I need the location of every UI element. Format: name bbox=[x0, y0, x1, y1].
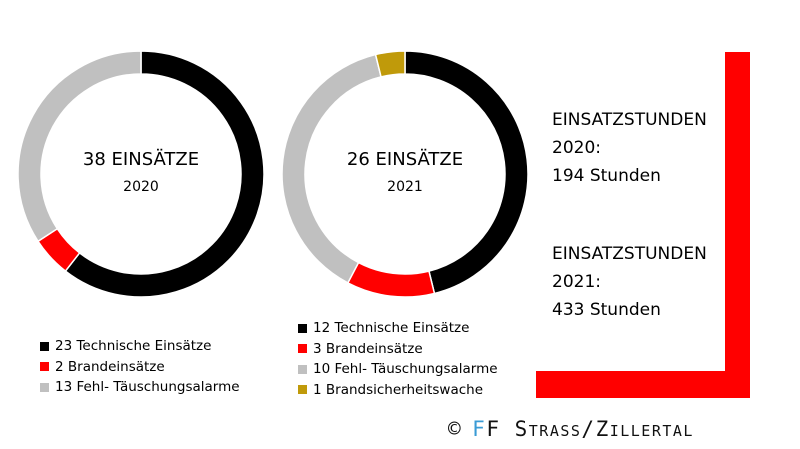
legend-swatch bbox=[40, 382, 49, 392]
legend-label: 2 Brandeinsätze bbox=[55, 358, 165, 375]
donut-slice-brandsicherheitswache bbox=[374, 50, 406, 78]
legend-item: 12 Technische Einsätze bbox=[298, 318, 498, 339]
copyright-ff-first: F bbox=[472, 417, 487, 441]
donut-2021-title: 26 EINSÄTZE bbox=[347, 149, 463, 170]
legend-item: 23 Technische Einsätze bbox=[40, 336, 240, 357]
copyright-symbol: © bbox=[448, 417, 463, 441]
legend-label: 3 Brandeinsätze bbox=[313, 340, 423, 357]
legend-label: 23 Technische Einsätze bbox=[55, 338, 212, 354]
donut-slice-technische-einsätze bbox=[64, 50, 265, 298]
donut-2020-subtitle: 2020 bbox=[123, 179, 159, 195]
legend-label: 12 Technische Einsätze bbox=[313, 320, 470, 336]
stats-hours: 194 Stunden bbox=[552, 166, 661, 186]
copyright-name: Strass/Zillertal bbox=[514, 417, 694, 441]
stats-2021: EINSATZSTUNDEN 2021: 433 Stunden bbox=[552, 240, 707, 324]
legend-label: 13 Fehl- Täuschungsalarme bbox=[55, 379, 240, 395]
donut-slice-brandeinsätze bbox=[346, 261, 436, 298]
legend-2021: 12 Technische Einsätze 3 Brandeinsätze 1… bbox=[298, 318, 498, 400]
legend-item: 2 Brandeinsätze bbox=[40, 357, 240, 378]
copyright-ff-second: F bbox=[486, 417, 501, 441]
donut-2020-title: 38 EINSÄTZE bbox=[83, 149, 199, 170]
donut-2020 bbox=[17, 50, 265, 298]
legend-2020: 23 Technische Einsätze 2 Brandeinsätze 1… bbox=[40, 336, 240, 398]
legend-item: 10 Fehl- Täuschungsalarme bbox=[298, 359, 498, 380]
legend-item: 3 Brandeinsätze bbox=[298, 339, 498, 360]
stats-2020: EINSATZSTUNDEN 2020: 194 Stunden bbox=[552, 106, 707, 190]
legend-swatch bbox=[298, 385, 307, 395]
legend-swatch bbox=[40, 362, 49, 372]
stats-heading: EINSATZSTUNDEN bbox=[552, 244, 707, 264]
legend-swatch bbox=[298, 364, 307, 374]
legend-label: 1 Brandsicherheitswache bbox=[313, 381, 484, 398]
legend-swatch bbox=[298, 323, 307, 333]
donut-slice-technische-einsätze bbox=[404, 50, 529, 295]
legend-swatch bbox=[298, 344, 307, 354]
stats-hours: 433 Stunden bbox=[552, 300, 661, 320]
legend-swatch bbox=[40, 341, 49, 351]
donut-2021-subtitle: 2021 bbox=[387, 179, 423, 195]
legend-item: 1 Brandsicherheitswache bbox=[298, 380, 498, 401]
legend-item: 13 Fehl- Täuschungsalarme bbox=[40, 377, 240, 398]
legend-label: 10 Fehl- Täuschungsalarme bbox=[313, 361, 498, 377]
red-bracket bbox=[536, 52, 750, 398]
stats-heading: EINSATZSTUNDEN bbox=[552, 110, 707, 130]
stats-year: 2020: bbox=[552, 138, 601, 158]
donut-2021 bbox=[281, 50, 529, 298]
copyright: © FF Strass/Zillertal bbox=[448, 417, 694, 441]
stats-year: 2021: bbox=[552, 272, 601, 292]
donut-slice-fehl-täuschungsalarme bbox=[17, 50, 142, 243]
